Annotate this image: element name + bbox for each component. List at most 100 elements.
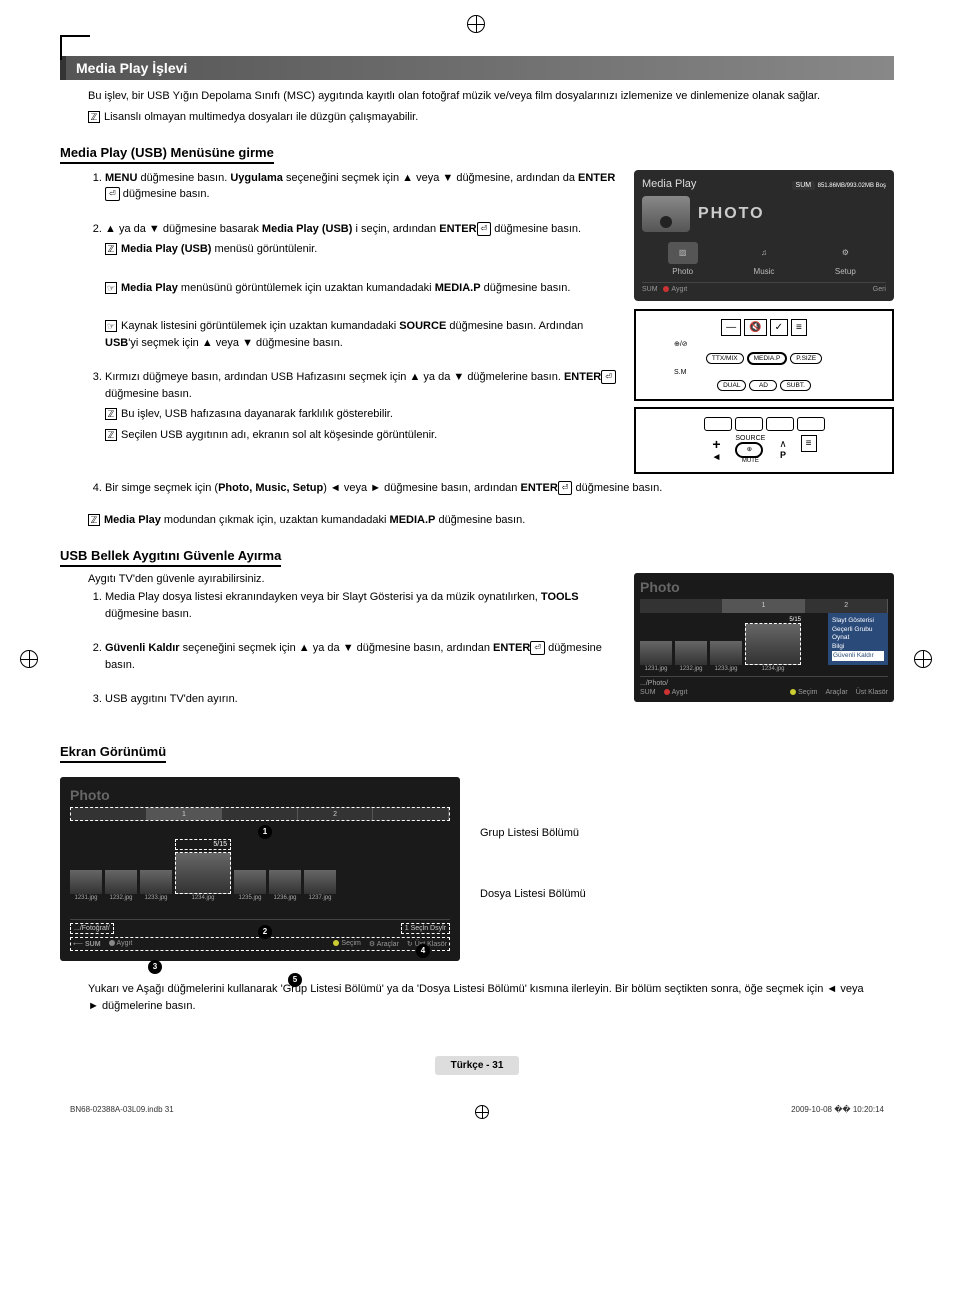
mp-footer-device: Aygıt <box>671 286 687 293</box>
remote-btn: ✓ <box>770 319 788 336</box>
ad-button: AD <box>749 380 777 391</box>
psize-button: P.SIZE <box>790 353 822 364</box>
note-icon <box>88 514 100 526</box>
remote-btn: — <box>721 319 741 336</box>
mute-label: MUTE <box>735 458 765 464</box>
intro-note: Lisanslı olmayan multimedya dosyaları il… <box>88 111 894 123</box>
remote-btn: ≡ <box>791 319 807 336</box>
sec2-steps: Media Play dosya listesi ekranındayken v… <box>105 589 619 708</box>
step-2: ▲ ya da ▼ düğmesine basarak Media Play (… <box>105 221 619 352</box>
step-1: MENU düğmesine basın. Uygulama seçeneğin… <box>105 170 619 203</box>
bottom-paragraph: Yukarı ve Aşağı düğmelerini kullanarak '… <box>88 981 866 1016</box>
mp-photo-label: PHOTO <box>698 205 765 223</box>
label-file-list: Dosya Listesi Bölümü <box>480 886 586 904</box>
corner-crop-mark <box>60 35 90 60</box>
source-label: SOURCE <box>735 435 765 442</box>
enter-icon <box>477 222 492 236</box>
mp-footer-back: Geri <box>873 286 886 293</box>
sec2-step-3: USB aygıtını TV'den ayırın. <box>105 691 619 708</box>
photo-icon: ▨ <box>668 242 698 264</box>
callout-3: 3 <box>148 960 162 974</box>
mute-icon: 🔇 <box>744 319 766 336</box>
dual-button: DUAL <box>717 380 746 391</box>
sec2-step-1: Media Play dosya listesi ekranındayken v… <box>105 589 619 622</box>
intro-paragraph: Bu işlev, bir USB Yığın Depolama Sınıfı … <box>88 88 894 105</box>
doc-footer-right: 2009-10-08 �� 10:20:14 <box>791 1105 884 1119</box>
mp-title: Media Play <box>642 178 696 190</box>
mp-item-setup: ⚙Setup <box>830 242 860 276</box>
footer-device: Aygıt <box>117 940 133 947</box>
callout-5: 5 <box>288 973 302 987</box>
note-icon <box>105 429 117 441</box>
footer-tools: Araçlar <box>377 941 399 948</box>
enter-icon <box>558 481 573 495</box>
step-4: Bir simge seçmek için (Photo, Music, Set… <box>105 480 894 497</box>
print-registration-top <box>467 15 487 35</box>
footer-up: Üst Klasör <box>856 689 888 696</box>
media-play-screenshot: Media Play SUM 851.86MB/993.02MB Boş PHO… <box>634 170 894 301</box>
subt-button: SUBT. <box>780 380 810 391</box>
footer-select: Seçim <box>341 940 360 947</box>
footer-device: Aygıt <box>672 689 688 696</box>
enter-icon <box>530 641 545 655</box>
thumbnail <box>269 870 301 894</box>
source-button: ⊕ <box>735 442 763 458</box>
thumbnail <box>70 870 102 894</box>
print-registration-bottom <box>475 1105 489 1119</box>
photo-path-box: .../Fotoğraf/ <box>70 923 114 934</box>
subsection-usb-remove: USB Bellek Aygıtını Güvenle Ayırma <box>60 548 281 567</box>
color-button <box>704 417 732 431</box>
steps-list-cont: Bir simge seçmek için (Photo, Music, Set… <box>105 480 894 497</box>
note-icon <box>105 243 117 255</box>
sec2-intro: Aygıtı TV'den güvenle ayırabilirsiniz. <box>88 573 619 585</box>
doc-footer-left: BN68-02388A-03L09.indb 31 <box>70 1105 174 1119</box>
photo-title: Photo <box>640 579 888 595</box>
remote-btn: ≡ <box>801 435 817 452</box>
sec2-step-2: Güvenli Kaldır seçeneğini seçmek için ▲ … <box>105 640 619 673</box>
tools-tooltip: Slayt Gösterisi Geçerli Grubu Oynat Bilg… <box>828 613 888 665</box>
remote-label: ⊕/⊘ <box>674 340 688 348</box>
section-header: Media Play İşlevi <box>60 56 894 80</box>
mediap-button: MEDIA.P <box>747 352 788 365</box>
color-button <box>766 417 794 431</box>
photo-title: Photo <box>70 787 450 803</box>
tip-icon <box>105 320 117 332</box>
page-footer: Türkçe - 31 <box>60 1056 894 1075</box>
thumb-count: 5/15 <box>175 839 231 850</box>
mp-sum-detail: 851.86MB/993.02MB Boş <box>818 183 886 189</box>
thumbnail-selected <box>745 623 801 665</box>
print-registration-right <box>914 650 934 670</box>
footer-select: Seçim <box>798 689 817 696</box>
ttx-button: TTX/MIX <box>706 353 744 364</box>
color-button <box>797 417 825 431</box>
music-icon: ♫ <box>749 242 779 264</box>
subsection-menu-entry: Media Play (USB) Menüsüne girme <box>60 145 274 164</box>
thumbnail <box>304 870 336 894</box>
label-group-list: Grup Listesi Bölümü <box>480 825 586 843</box>
mp-sum-badge: SUM <box>792 181 816 190</box>
photo-browser-small-screenshot: Photo 12 1231.jpg 1232.jpg 1233.jpg 5/15… <box>634 573 894 702</box>
remote-diagram-1: — 🔇 ✓ ≡ ⊕/⊘ TTX/MIX MEDIA.P P.SIZE S.M D… <box>634 309 894 401</box>
footer-sum: SUM <box>640 689 656 696</box>
tip-icon <box>105 282 117 294</box>
thumbnail <box>234 870 266 894</box>
gear-icon: ⚙ <box>830 242 860 264</box>
thumbnail <box>710 641 742 665</box>
note-icon <box>88 111 100 123</box>
volume-up-icon: + <box>711 436 721 452</box>
photo-path: .../Photo/ <box>640 676 888 687</box>
thumbnail <box>640 641 672 665</box>
remote-diagram-2: + ◄ SOURCE ⊕ MUTE ∧ P ≡ <box>634 407 894 474</box>
footer-sum: SUM <box>85 941 101 948</box>
callout-4: 4 <box>416 944 430 958</box>
page-number-label: Türkçe - 31 <box>435 1056 520 1075</box>
mp-item-music: ♫Music <box>749 242 779 276</box>
thumbnail <box>140 870 172 894</box>
thumbnail <box>675 641 707 665</box>
print-registration-left <box>20 650 40 670</box>
thumbnail <box>105 870 137 894</box>
mp-footer-sum: SUM <box>642 286 658 293</box>
remote-label: S.M <box>674 369 686 376</box>
enter-icon <box>105 187 120 201</box>
steps-list: MENU düğmesine basın. Uygulama seçeneğin… <box>105 170 619 444</box>
